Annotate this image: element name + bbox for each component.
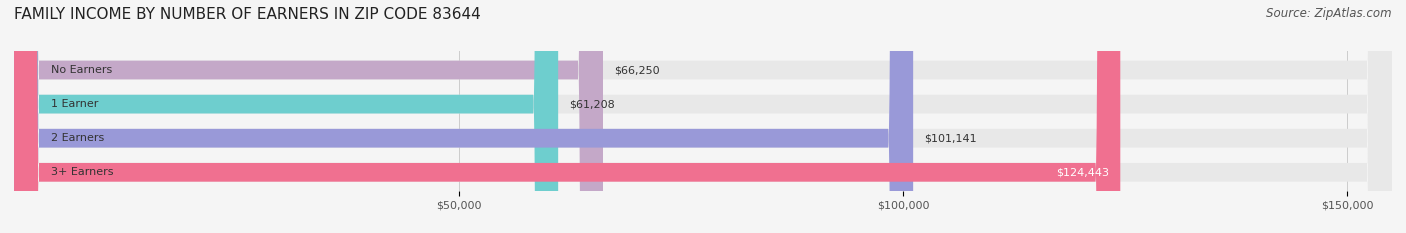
Text: 1 Earner: 1 Earner: [51, 99, 98, 109]
Text: 3+ Earners: 3+ Earners: [51, 167, 114, 177]
Text: $66,250: $66,250: [614, 65, 659, 75]
FancyBboxPatch shape: [14, 0, 603, 233]
FancyBboxPatch shape: [14, 0, 1121, 233]
Text: Source: ZipAtlas.com: Source: ZipAtlas.com: [1267, 7, 1392, 20]
FancyBboxPatch shape: [14, 0, 1392, 233]
FancyBboxPatch shape: [14, 0, 1392, 233]
FancyBboxPatch shape: [14, 0, 912, 233]
FancyBboxPatch shape: [14, 0, 558, 233]
Text: FAMILY INCOME BY NUMBER OF EARNERS IN ZIP CODE 83644: FAMILY INCOME BY NUMBER OF EARNERS IN ZI…: [14, 7, 481, 22]
Text: No Earners: No Earners: [51, 65, 112, 75]
FancyBboxPatch shape: [14, 0, 1392, 233]
FancyBboxPatch shape: [14, 0, 1392, 233]
Text: $61,208: $61,208: [569, 99, 614, 109]
Text: 2 Earners: 2 Earners: [51, 133, 104, 143]
Text: $101,141: $101,141: [924, 133, 977, 143]
Text: $124,443: $124,443: [1056, 167, 1109, 177]
